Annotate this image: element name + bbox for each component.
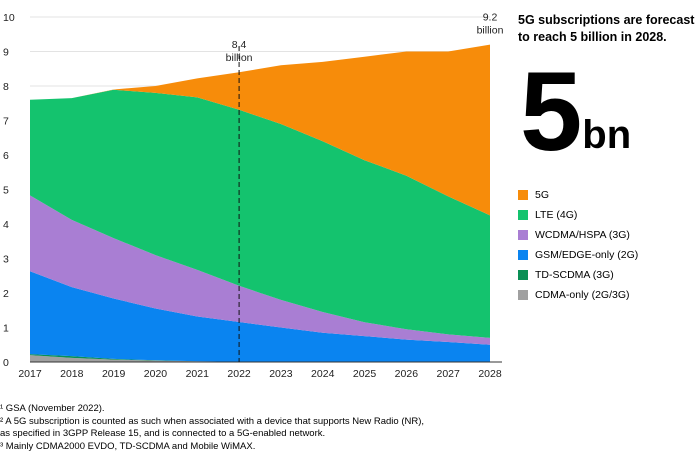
legend-item-wcdma-hspa-3g: WCDMA/HSPA (3G) xyxy=(518,225,638,245)
annotation-value-2022: 8.4 xyxy=(232,39,247,51)
footnote-line-1: ¹ GSA (November 2022). xyxy=(0,403,105,414)
x-tick-label-2018: 2018 xyxy=(60,368,84,380)
x-tick-label-2027: 2027 xyxy=(437,368,461,380)
x-tick-label-2023: 2023 xyxy=(269,368,293,380)
stacked-areas xyxy=(30,44,490,362)
x-tick-label-2024: 2024 xyxy=(311,368,335,380)
footnote-line-3: as specified in 3GPP Release 15, and is … xyxy=(0,428,326,439)
y-tick-label-9: 9 xyxy=(3,47,9,59)
legend-item-cdma-only-2g-3g: CDMA-only (2G/3G) xyxy=(518,285,638,305)
x-tick-label-2017: 2017 xyxy=(18,368,42,380)
y-tick-label-3: 3 xyxy=(3,254,9,266)
area-5g xyxy=(30,44,490,216)
y-tick-label-2: 2 xyxy=(3,288,9,300)
x-tick-label-2026: 2026 xyxy=(395,368,419,380)
legend-swatch-5g xyxy=(518,190,528,200)
annotation-value-2028: 9.2 xyxy=(483,12,498,24)
legend-label-cdma-only-2g-3g: CDMA-only (2G/3G) xyxy=(535,289,630,301)
legend-label-lte-4g: LTE (4G) xyxy=(535,209,578,221)
legend-label-wcdma-hspa-3g: WCDMA/HSPA (3G) xyxy=(535,229,630,241)
chart: 0 1 2 3 4 5 6 7 8 9 10 2017 2018 2019 2020 2021 2022 2023… xyxy=(3,12,504,380)
highlight-figure: 5 bn xyxy=(520,49,632,174)
legend-label-5g: 5G xyxy=(535,189,550,201)
y-tick-label-10: 10 xyxy=(3,12,15,24)
x-tick-label-2028: 2028 xyxy=(478,368,502,380)
x-tick-label-2025: 2025 xyxy=(353,368,377,380)
area-td-scdma-3g xyxy=(30,354,490,362)
footnotes: ¹ GSA (November 2022). ² A 5G subscriptio… xyxy=(0,403,500,453)
axes: 0 1 2 3 4 5 6 7 8 9 10 2017 2018 2019 2020 2021 2022 2023… xyxy=(3,12,502,380)
chart-title: 5G subscriptions are forecast to reach 5… xyxy=(518,13,695,44)
footnote-line-4: ³ Mainly CDMA2000 EVDO, TD-SCDMA and Mob… xyxy=(0,440,256,452)
legend-swatch-cdma-only-2g-3g xyxy=(518,290,528,300)
y-tick-label-0: 0 xyxy=(3,357,9,369)
x-tick-label-2019: 2019 xyxy=(102,368,126,380)
y-tick-label-6: 6 xyxy=(3,150,9,162)
legend-item-gsm-edge-only-2g: GSM/EDGE-only (2G) xyxy=(518,245,638,265)
y-tick-label-5: 5 xyxy=(3,185,9,197)
y-tick-label-4: 4 xyxy=(3,219,9,231)
y-tick-label-1: 1 xyxy=(3,323,9,335)
y-tick-label-7: 7 xyxy=(3,116,9,128)
x-tick-label-2022: 2022 xyxy=(227,368,251,380)
legend-item-lte-4g: LTE (4G) xyxy=(518,205,638,225)
area-lte-4g xyxy=(30,89,490,338)
highlight-unit: bn xyxy=(582,113,632,157)
area-wcdma-hspa-3g xyxy=(30,195,490,345)
x-tick-label-2020: 2020 xyxy=(144,368,168,380)
annotation-unit-2028: billion xyxy=(477,25,504,37)
annotation-unit-2022: billion xyxy=(226,52,253,64)
footnote-line-2: ² A 5G subscription is counted as such w… xyxy=(0,415,425,427)
x-tick-label-2021: 2021 xyxy=(186,368,210,380)
legend-item-td-scdma-3g: TD-SCDMA (3G) xyxy=(518,265,638,285)
area-cdma-only-2g-3g xyxy=(30,355,490,362)
legend-swatch-td-scdma-3g xyxy=(518,270,528,280)
legend-swatch-wcdma-hspa-3g xyxy=(518,230,528,240)
legend-swatch-lte-4g xyxy=(518,210,528,220)
legend: 5G LTE (4G) WCDMA/HSPA (3G) GSM/EDGE-only (… xyxy=(518,185,638,305)
y-tick-label-8: 8 xyxy=(3,81,9,93)
legend-item-5g: 5G xyxy=(518,185,638,205)
area-gsm-edge-only-2g xyxy=(30,271,490,362)
legend-label-td-scdma-3g: TD-SCDMA (3G) xyxy=(535,269,614,281)
highlight-value: 5 xyxy=(520,49,582,174)
legend-label-gsm-edge-only-2g: GSM/EDGE-only (2G) xyxy=(535,249,639,261)
legend-swatch-gsm-edge-only-2g xyxy=(518,250,528,260)
